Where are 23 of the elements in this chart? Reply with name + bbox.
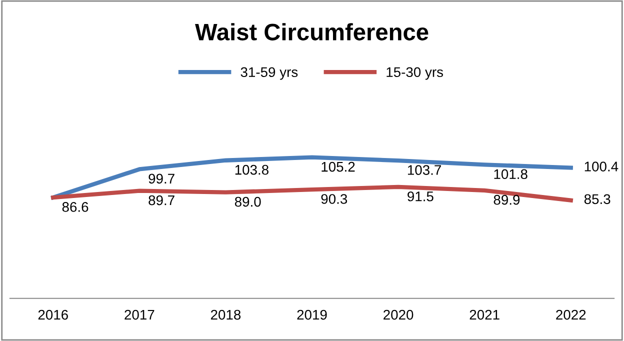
x-tick-label: 2017 <box>124 310 154 320</box>
data-label: 90.3 <box>321 194 348 204</box>
data-label: 89.7 <box>148 195 174 206</box>
x-tick-label: 2018 <box>210 310 241 320</box>
data-label: 99.7 <box>148 174 174 184</box>
data-label: 100.4 <box>584 162 618 172</box>
data-label: 105.2 <box>322 162 355 172</box>
x-tick-label: 2021 <box>470 310 500 320</box>
data-label: 91.5 <box>408 191 434 202</box>
data-label: 103.7 <box>408 165 441 175</box>
legend-label: 15-30 yrs <box>386 67 444 80</box>
data-label: 89.9 <box>494 194 520 205</box>
data-label: 89.0 <box>234 196 261 207</box>
data-label: 103.8 <box>235 164 268 175</box>
x-tick-label: 2022 <box>556 310 586 320</box>
data-label: 85.3 <box>584 194 610 204</box>
x-tick-label: 2016 <box>38 310 68 320</box>
chart-title: Waist Circumference <box>195 23 428 40</box>
x-tick-label: 2019 <box>297 310 327 320</box>
x-tick-label: 2020 <box>384 310 414 320</box>
legend-label: 31-59 yrs <box>240 67 298 80</box>
data-label: 101.8 <box>494 169 528 180</box>
data-label: 86.6 <box>62 202 88 212</box>
